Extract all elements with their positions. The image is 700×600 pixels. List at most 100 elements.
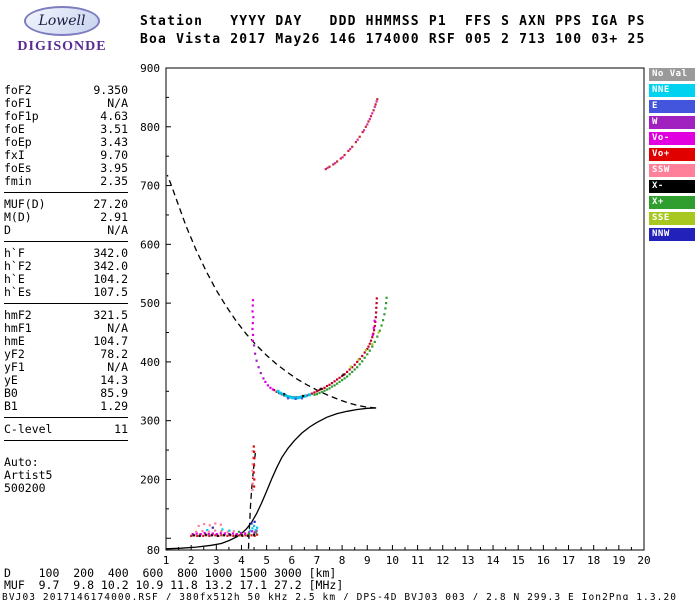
right-branch-sse: [349, 331, 380, 368]
svg-text:700: 700: [140, 180, 160, 193]
param-value: 342.0: [93, 246, 128, 260]
panel-divider: [4, 241, 128, 242]
param-value: 78.2: [100, 347, 128, 361]
param-label: 500200: [4, 481, 46, 495]
param-value: 11: [114, 422, 128, 436]
legend-item-nnw: NNW: [649, 228, 695, 241]
svg-text:80: 80: [147, 544, 160, 557]
panel-divider: [4, 303, 128, 304]
param-row-muf-d: MUF(D) 27.20: [4, 198, 128, 211]
legend-item-vo-plus: Vo+: [649, 148, 695, 161]
param-value: 1.29: [100, 399, 128, 413]
svg-text:6: 6: [288, 554, 295, 567]
left-vertical-vo: [251, 299, 255, 342]
legend-item-no-val: No Val: [649, 68, 695, 81]
svg-text:8: 8: [339, 554, 346, 567]
panel-divider: [4, 417, 128, 418]
es-pink: [195, 522, 235, 533]
param-row-yf1: yF1 N/A: [4, 361, 128, 374]
param-row-yf2: yF2 78.2: [4, 348, 128, 361]
topside-extrapolation: [166, 174, 377, 409]
param-row-500200: 500200: [4, 482, 128, 495]
param-label: foEp: [4, 135, 32, 149]
param-label: h`F: [4, 246, 25, 260]
param-value: 4.63: [100, 109, 128, 123]
svg-text:7: 7: [314, 554, 321, 567]
param-label: yF1: [4, 360, 25, 374]
param-label: fxI: [4, 148, 25, 162]
param-row-fof1: foF1 N/A: [4, 97, 128, 110]
param-row-foep: foEp 3.43: [4, 136, 128, 149]
plot-frame: [165, 67, 645, 551]
svg-text:900: 900: [140, 62, 160, 75]
param-label: foEs: [4, 161, 32, 175]
header-station-values: Boa Vista 2017 May26 146 174000 RSF 005 …: [140, 32, 646, 47]
param-label: Auto:: [4, 455, 39, 469]
param-label: foF1p: [4, 109, 39, 123]
param-label: Artist5: [4, 468, 53, 482]
svg-text:200: 200: [140, 473, 160, 486]
left-branch-w: [253, 344, 265, 380]
param-label: fmin: [4, 174, 32, 188]
svg-text:14: 14: [486, 554, 500, 567]
f-min-cyan: [276, 389, 311, 400]
spike-vo: [371, 319, 376, 336]
svg-text:600: 600: [140, 238, 160, 251]
digisonde-wordmark: DIGISONDE: [17, 39, 107, 54]
param-label: foF2: [4, 83, 32, 97]
svg-text:2: 2: [188, 554, 195, 567]
param-row-b0: B0 85.9: [4, 387, 128, 400]
param-value: 14.3: [100, 373, 128, 387]
mid-vertical-vo-plus: [252, 445, 256, 488]
param-label: yE: [4, 373, 18, 387]
legend-item-x-plus: X+: [649, 196, 695, 209]
param-row-ye: yE 14.3: [4, 374, 128, 387]
param-value: 3.95: [100, 161, 128, 175]
param-row-artist5: Artist5: [4, 469, 128, 482]
status-bar: BVJ03_2017146174000.RSF / 380fx512h 50 k…: [2, 592, 678, 600]
param-value: 2.35: [100, 174, 128, 188]
svg-text:19: 19: [612, 554, 625, 567]
mid-vertical-ssw: [251, 450, 255, 492]
legend-item-w: W: [649, 116, 695, 129]
svg-text:15: 15: [512, 554, 525, 567]
param-row-hmf2: hmF2 321.5: [4, 309, 128, 322]
param-row-d: D N/A: [4, 224, 128, 237]
legend-item-vo-minus: Vo-: [649, 132, 695, 145]
svg-text:400: 400: [140, 356, 160, 369]
min-e-blue: [286, 397, 303, 400]
left-branch-vo: [264, 380, 274, 391]
param-value: 9.350: [93, 83, 128, 97]
svg-text:18: 18: [587, 554, 600, 567]
param-label: yF2: [4, 347, 25, 361]
param-label: h`Es: [4, 285, 32, 299]
dmuf-distance-row: D 100 200 400 600 800 1000 1500 3000 [km…: [4, 566, 337, 580]
es-blue: [211, 520, 256, 529]
param-row-hmf1: hmF1 N/A: [4, 322, 128, 335]
svg-text:13: 13: [461, 554, 474, 567]
param-value: 27.20: [93, 197, 128, 211]
param-row-fof1p: foF1p 4.63: [4, 110, 128, 123]
param-label: B1: [4, 399, 18, 413]
param-value: 9.70: [100, 148, 128, 162]
param-value: 321.5: [93, 308, 128, 322]
param-row-c-level: C-level 11: [4, 423, 128, 436]
lowell-logo-oval: Lowell: [24, 6, 100, 36]
param-label: B0: [4, 386, 18, 400]
param-row-h-f: h`F 342.0: [4, 247, 128, 260]
param-value: 3.43: [100, 135, 128, 149]
param-label: D: [4, 223, 11, 237]
svg-text:5: 5: [263, 554, 270, 567]
param-label: foE: [4, 122, 25, 136]
es-cyan: [206, 524, 259, 532]
dmuf-muf-row: MUF 9.7 9.8 10.2 10.9 11.8 13.2 17.1 27.…: [4, 578, 344, 592]
param-value: 85.9: [100, 386, 128, 400]
panel-divider: [4, 440, 128, 441]
legend-item-x-minus: X-: [649, 180, 695, 193]
param-value: 104.7: [93, 334, 128, 348]
svg-text:9: 9: [364, 554, 371, 567]
lowell-logo: Lowell DIGISONDE: [6, 6, 118, 55]
logo-text: Lowell: [38, 13, 86, 29]
ionogram-plot: 1 2 3 4 5 6 7 8 9 10 11 12 13 14 15 16 17 18 19 20900800700…: [140, 62, 651, 567]
